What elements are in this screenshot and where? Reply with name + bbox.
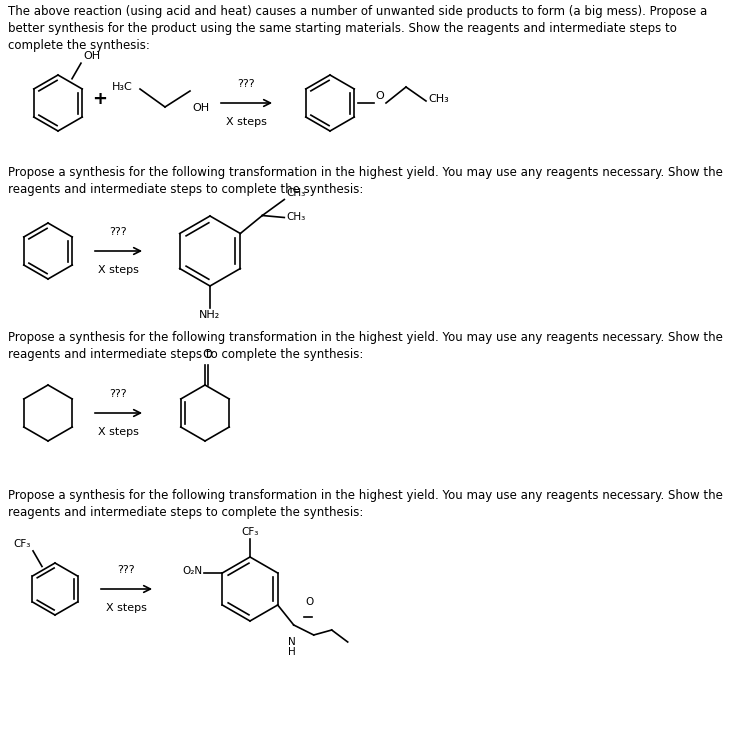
Text: CH₃: CH₃	[286, 213, 306, 222]
Text: +: +	[92, 90, 107, 108]
Text: X steps: X steps	[98, 265, 139, 275]
Text: N: N	[288, 637, 296, 647]
Text: The above reaction (using acid and heat) causes a number of unwanted side produc: The above reaction (using acid and heat)…	[8, 5, 707, 52]
Text: Propose a synthesis for the following transformation in the highest yield. You m: Propose a synthesis for the following tr…	[8, 489, 723, 519]
Text: H: H	[288, 647, 296, 657]
Text: OH: OH	[192, 103, 209, 113]
Text: ???: ???	[110, 227, 128, 237]
Text: X steps: X steps	[106, 603, 147, 613]
Text: X steps: X steps	[226, 117, 267, 127]
Text: O: O	[306, 597, 314, 607]
Text: X steps: X steps	[98, 427, 139, 437]
Text: Propose a synthesis for the following transformation in the highest yield. You m: Propose a synthesis for the following tr…	[8, 331, 723, 361]
Text: H₃C: H₃C	[112, 82, 133, 92]
Text: ???: ???	[237, 79, 255, 89]
Text: O: O	[375, 91, 384, 101]
Text: CF₃: CF₃	[14, 539, 31, 549]
Text: ???: ???	[110, 389, 128, 399]
Text: O₂N: O₂N	[182, 566, 202, 576]
Text: ???: ???	[118, 565, 135, 575]
Text: NH₂: NH₂	[199, 310, 221, 320]
Text: OH: OH	[83, 51, 100, 61]
Text: O: O	[202, 349, 212, 361]
Text: CF₃: CF₃	[241, 527, 258, 537]
Text: CH₃: CH₃	[428, 94, 449, 104]
Text: Propose a synthesis for the following transformation in the highest yield. You m: Propose a synthesis for the following tr…	[8, 166, 723, 196]
Text: CH₃: CH₃	[286, 187, 306, 197]
